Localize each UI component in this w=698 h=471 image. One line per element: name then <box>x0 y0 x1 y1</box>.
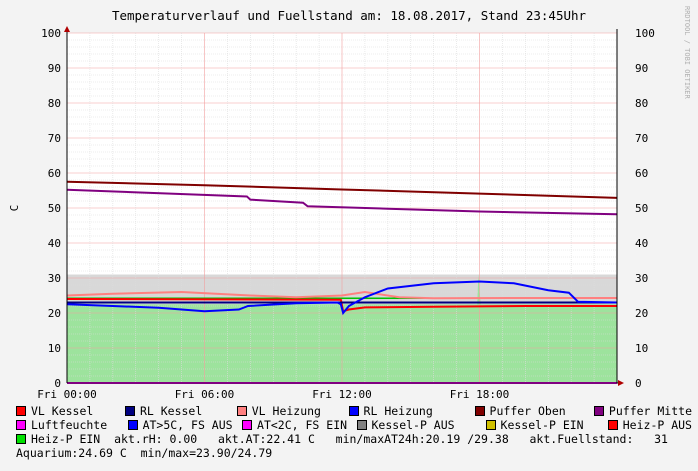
legend-label: Heiz-P AUS <box>622 418 692 432</box>
legend-swatch <box>356 420 367 430</box>
x-axis-arrow <box>618 380 624 386</box>
y-tick-label-right: 40 <box>635 237 648 250</box>
legend: VL Kessel RL Kessel VL Heizung RL Heizung Pu… <box>16 404 692 460</box>
watermark: RRDTOOL / TOBI OETIKER <box>683 6 691 100</box>
x-tick-label: Fri 06:00 <box>175 388 235 400</box>
x-tick-label: Fri 18:00 <box>450 388 510 400</box>
y-tick-label-left: 70 <box>48 132 61 145</box>
legend-swatch <box>16 420 26 430</box>
y-tick-label-right: 10 <box>635 342 648 355</box>
legend-item-at-5c-fs-aus: AT>5C, FS AUS <box>127 418 242 432</box>
legend-item-rl-heizung: RL Heizung <box>348 404 475 418</box>
y-tick-label-right: 50 <box>635 202 648 215</box>
grid-layer <box>66 32 618 384</box>
y-tick-label-left: 60 <box>48 167 61 180</box>
y-tick-label-right: 100 <box>635 27 655 40</box>
y-tick-label-left: 50 <box>48 202 61 215</box>
legend-swatch <box>127 420 138 430</box>
axes-layer <box>64 26 624 386</box>
legend-item-puffer-mitte: Puffer Mitte <box>593 404 693 418</box>
line-rl-heizung <box>66 280 618 316</box>
legend-swatch <box>607 420 618 430</box>
legend-row-4: Aquarium:24.69 C min/max=23.90/24.79 <box>16 446 692 460</box>
legend-label: Heiz-P EIN <box>31 432 101 446</box>
chart-canvas: Temperaturverlauf und Fuellstand am: 18.… <box>8 6 691 400</box>
legend-item-vl-heizung: VL Heizung <box>236 404 349 418</box>
line-puffer-oben <box>66 180 618 199</box>
legend-item-luftfeuchte: Luftfeuchte <box>16 418 128 432</box>
legend-swatch <box>16 406 26 416</box>
legend-row-3: Heiz-P EIN akt.rH: 0.00 akt.AT:22.41 C m… <box>16 432 692 446</box>
legend-swatch <box>16 434 26 444</box>
y-axis-arrow <box>64 26 70 32</box>
y-tick-label-right: 20 <box>635 307 648 320</box>
legend-row-2: Luftfeuchte AT>5C, FS AUS AT<2C, FS EIN Kes… <box>16 418 692 432</box>
legend-item-heiz-p-aus: Heiz-P AUS <box>607 418 692 432</box>
legend-swatch <box>348 406 359 416</box>
legend-label: VL Heizung <box>251 404 321 418</box>
y-tick-label-right: 30 <box>635 272 648 285</box>
line-puffer-mitte <box>66 188 618 216</box>
legend-item-at-2c-fs-ein: AT<2C, FS EIN <box>242 418 356 432</box>
x-tick-label: Fri 12:00 <box>312 388 372 400</box>
y-tick-label-right: 80 <box>635 97 648 110</box>
legend-label: AT>5C, FS AUS <box>142 418 233 432</box>
legend-label: Luftfeuchte <box>31 418 108 432</box>
y-tick-label-left: 100 <box>41 27 61 40</box>
legend-label: Puffer Oben <box>489 404 566 418</box>
legend-label: Kessel-P AUS <box>371 418 455 432</box>
y-tick-label-left: 90 <box>48 62 61 75</box>
tick-labels: 0 0 10 10 20 20 30 30 40 40 50 50 60 60 70 70 80 80 90 90 10… <box>37 27 655 400</box>
legend-item-rl-kessel: RL Kessel <box>124 404 237 418</box>
legend-row-1: VL Kessel RL Kessel VL Heizung RL Heizung Pu… <box>16 404 692 418</box>
y-tick-label-right: 60 <box>635 167 648 180</box>
y-tick-label-left: 40 <box>48 237 61 250</box>
legend-item-heiz-p-ein: Heiz-P EIN <box>16 432 100 446</box>
y-tick-label-left: 10 <box>48 342 61 355</box>
y-axis-label: C <box>8 205 21 212</box>
legend-swatch <box>236 406 247 416</box>
legend-item-kessel-p-aus: Kessel-P AUS <box>356 418 486 432</box>
legend-label: RL Kessel <box>139 404 203 418</box>
legend-item-vl-kessel: VL Kessel <box>16 404 125 418</box>
chart-title: Temperaturverlauf und Fuellstand am: 18.… <box>112 8 587 23</box>
y-tick-label-left: 30 <box>48 272 61 285</box>
legend-label: Puffer Mitte <box>608 404 693 418</box>
legend-swatch <box>593 406 604 416</box>
y-tick-label-right: 90 <box>635 62 648 75</box>
line-vl-heizung <box>66 290 617 300</box>
stats-aquarium: Aquarium:24.69 C min/max=23.90/24.79 <box>16 446 273 460</box>
y-tick-label-left: 0 <box>54 377 61 390</box>
y-tick-label-right: 70 <box>635 132 648 145</box>
stats-current: akt.rH: 0.00 akt.AT:22.41 C min/maxAT24h… <box>100 432 668 446</box>
legend-label: RL Heizung <box>363 404 433 418</box>
legend-label: VL Kessel <box>31 404 94 418</box>
y-tick-label-left: 80 <box>48 97 61 110</box>
legend-label: Kessel-P EIN <box>500 418 584 432</box>
legend-swatch <box>124 406 135 416</box>
legend-item-puffer-oben: Puffer Oben <box>474 404 594 418</box>
x-tick-label: Fri 00:00 <box>37 388 97 400</box>
y-tick-label-left: 20 <box>48 307 61 320</box>
legend-swatch <box>474 406 485 416</box>
y-tick-label-right: 0 <box>635 377 642 390</box>
legend-swatch <box>485 420 496 430</box>
legend-item-kessel-p-ein: Kessel-P EIN <box>485 418 608 432</box>
legend-label: AT<2C, FS EIN <box>257 418 348 432</box>
legend-swatch <box>242 420 253 430</box>
